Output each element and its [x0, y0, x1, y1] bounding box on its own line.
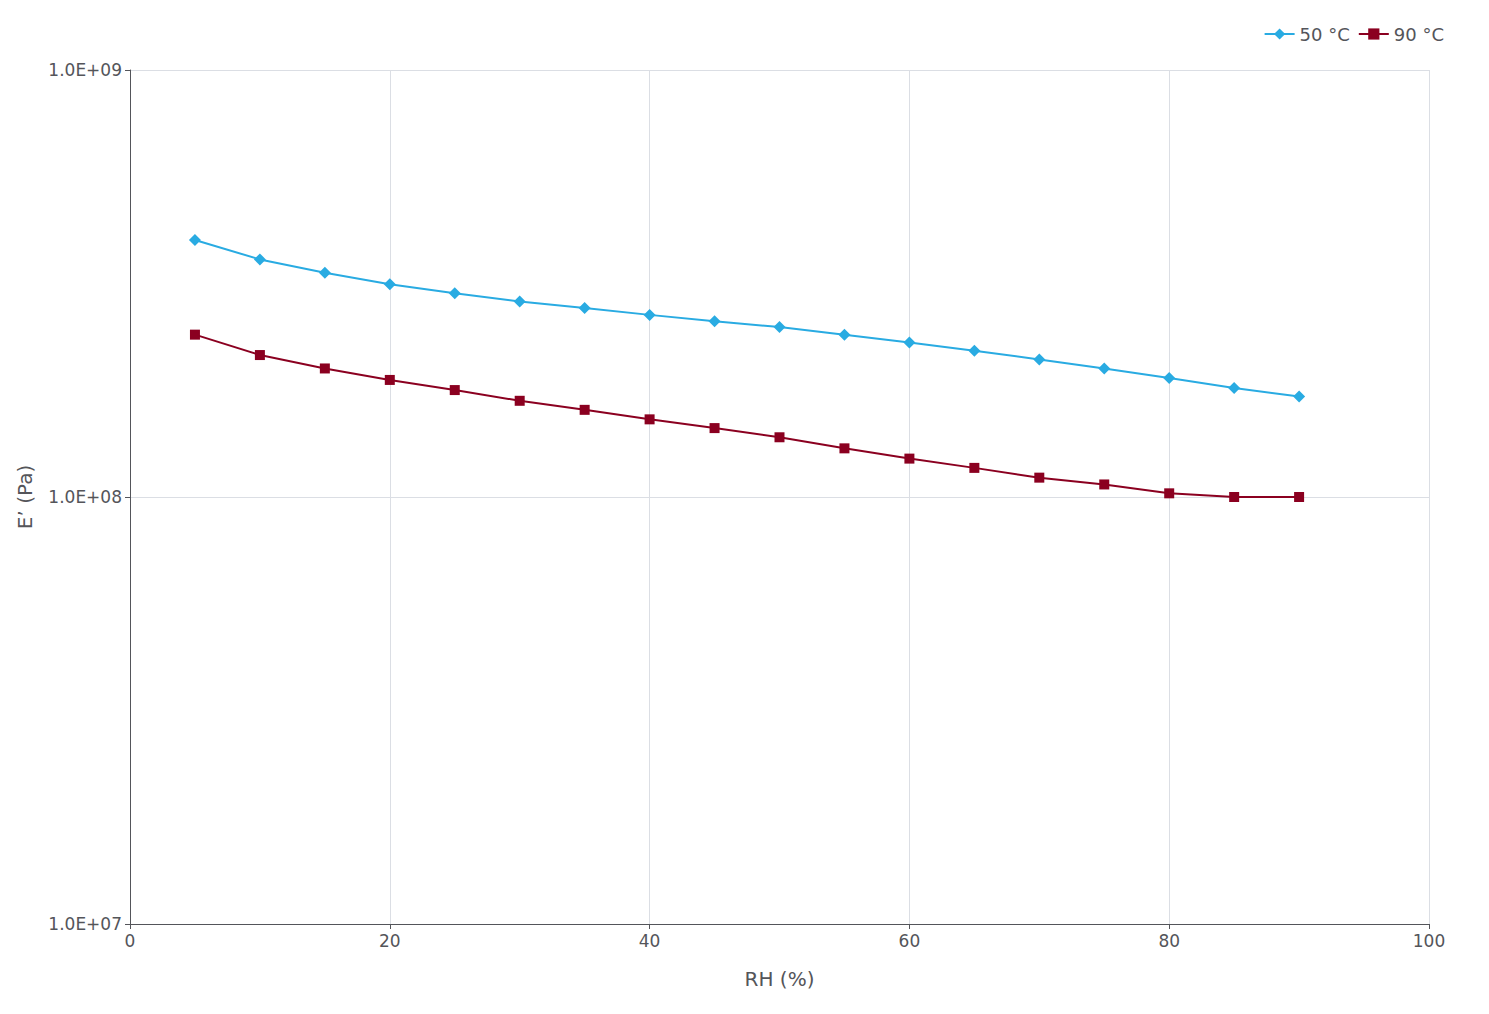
svg-text:RH (%): RH (%)	[745, 967, 815, 991]
svg-text:20: 20	[379, 931, 401, 951]
svg-text:60: 60	[899, 931, 921, 951]
svg-text:1.0E+09: 1.0E+09	[48, 60, 122, 80]
svg-text:40: 40	[639, 931, 661, 951]
svg-text:0: 0	[125, 931, 136, 951]
svg-text:1.0E+07: 1.0E+07	[48, 914, 122, 934]
svg-text:E’ (Pa): E’ (Pa)	[13, 465, 37, 529]
svg-text:100: 100	[1413, 931, 1445, 951]
svg-text:90 °C: 90 °C	[1394, 24, 1444, 45]
svg-text:50 °C: 50 °C	[1300, 24, 1350, 45]
svg-text:1.0E+08: 1.0E+08	[48, 487, 122, 507]
svg-text:80: 80	[1158, 931, 1180, 951]
